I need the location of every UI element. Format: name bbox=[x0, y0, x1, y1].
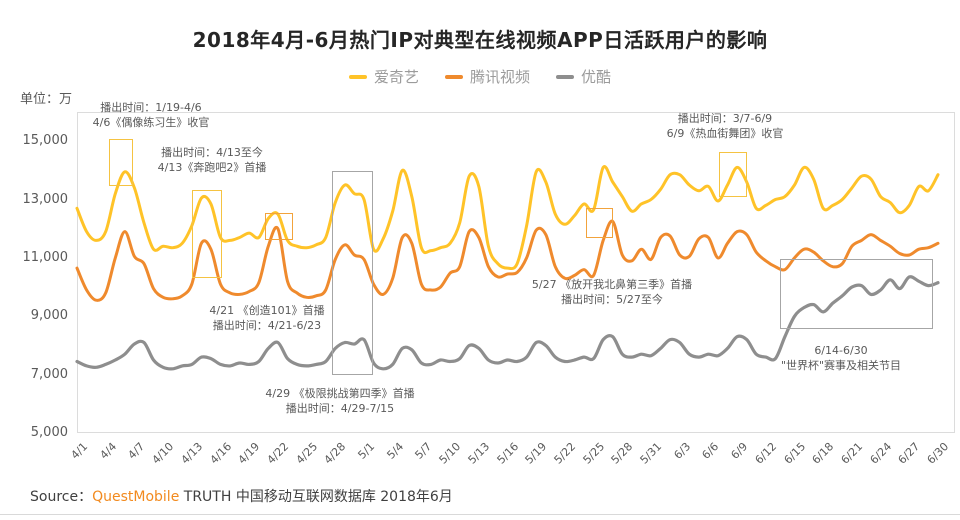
legend-item-tencent-video: 腾讯视频 bbox=[444, 66, 530, 87]
source-prefix: Source： bbox=[30, 489, 93, 505]
source-line: Source：QuestMobile TRUTH 中国移动互联网数据库 2018… bbox=[30, 486, 453, 506]
annotation-line: 4/6《偶像练习生》收官 bbox=[92, 116, 210, 129]
legend-item-iqiyi: 爱奇艺 bbox=[348, 66, 419, 87]
tencent-video-legend-label: 腾讯视频 bbox=[469, 68, 530, 86]
bottom-divider bbox=[0, 514, 960, 515]
y-tick-label: 15,000 bbox=[22, 133, 69, 149]
annotation-line: 4/21 《创造101》首播 bbox=[209, 304, 325, 317]
annotation-line: 播出时间：3/7-6/9 bbox=[677, 112, 773, 125]
y-axis-unit-label: 单位：万 bbox=[20, 92, 73, 107]
annotation-keep-running-2: 播出时间：4/13至今 4/13《奔跑吧2》首播 bbox=[158, 145, 267, 175]
highlight-box-worldcup bbox=[780, 259, 933, 329]
annotation-line: 播出时间：4/13至今 bbox=[161, 146, 263, 159]
source-suffix: TRUTH 中国移动互联网数据库 2018年6月 bbox=[179, 489, 453, 505]
source-brand: QuestMobile bbox=[92, 489, 180, 505]
annotation-go-fighting-4: 4/29 《极限挑战第四季》首播 播出时间：4/29-7/15 bbox=[265, 386, 414, 416]
annotation-world-cup: 6/14-6/30 "世界杯"赛事及相关节目 bbox=[781, 343, 901, 373]
annotation-line: 播出时间：5/27至今 bbox=[561, 293, 663, 306]
iqiyi-legend-swatch bbox=[348, 74, 367, 79]
y-tick-label: 5,000 bbox=[30, 425, 68, 440]
highlight-box-5-27 bbox=[586, 208, 613, 238]
annotation-line: 4/29 《极限挑战第四季》首播 bbox=[265, 387, 415, 400]
annotation-line: 播出时间：1/19-4/6 bbox=[100, 101, 202, 114]
annotation-line: 播出时间：4/21-6/23 bbox=[212, 319, 322, 332]
highlight-box-6-9 bbox=[719, 152, 747, 197]
annotation-line: "世界杯"赛事及相关节目 bbox=[780, 359, 902, 372]
y-tick-label: 11,000 bbox=[22, 249, 69, 265]
highlight-box-4-13 bbox=[192, 190, 222, 278]
highlight-box-4-29 bbox=[332, 171, 373, 375]
annotation-line: 播出时间：4/29-7/15 bbox=[285, 402, 395, 415]
annotation-line: 5/27 《放开我北鼻第三季》首播 bbox=[531, 278, 693, 291]
legend-item-youku: 优酷 bbox=[556, 66, 611, 87]
annotation-line: 6/9《热血街舞团》收官 bbox=[666, 127, 784, 140]
y-tick-label: 9,000 bbox=[30, 308, 68, 324]
annotation-line: 4/13《奔跑吧2》首播 bbox=[157, 161, 267, 174]
annotation-let-go-baby-3: 5/27 《放开我北鼻第三季》首播 播出时间：5/27至今 bbox=[532, 277, 692, 307]
y-tick-label: 13,000 bbox=[22, 191, 69, 207]
iqiyi-legend-label: 爱奇艺 bbox=[373, 68, 419, 86]
highlight-box-4-6 bbox=[109, 139, 133, 186]
youku-legend-label: 优酷 bbox=[581, 68, 612, 86]
annotation-produce-101: 4/21 《创造101》首播 播出时间：4/21-6/23 bbox=[209, 303, 324, 333]
annotation-idol-producer: 播出时间：1/19-4/6 4/6《偶像练习生》收官 bbox=[93, 100, 210, 130]
chart-title: 2018年4月-6月热门IP对典型在线视频APP日活跃用户的影响 bbox=[192, 28, 768, 52]
highlight-box-4-21 bbox=[265, 213, 293, 240]
legend: 爱奇艺 腾讯视频 优酷 bbox=[0, 66, 960, 87]
tencent-video-legend-swatch bbox=[444, 74, 463, 79]
y-tick-label: 7,000 bbox=[30, 366, 68, 382]
annotation-line: 6/14-6/30 bbox=[814, 344, 868, 357]
annotation-hot-blood-dance: 播出时间：3/7-6/9 6/9《热血街舞团》收官 bbox=[667, 111, 784, 141]
youku-legend-swatch bbox=[556, 74, 574, 79]
